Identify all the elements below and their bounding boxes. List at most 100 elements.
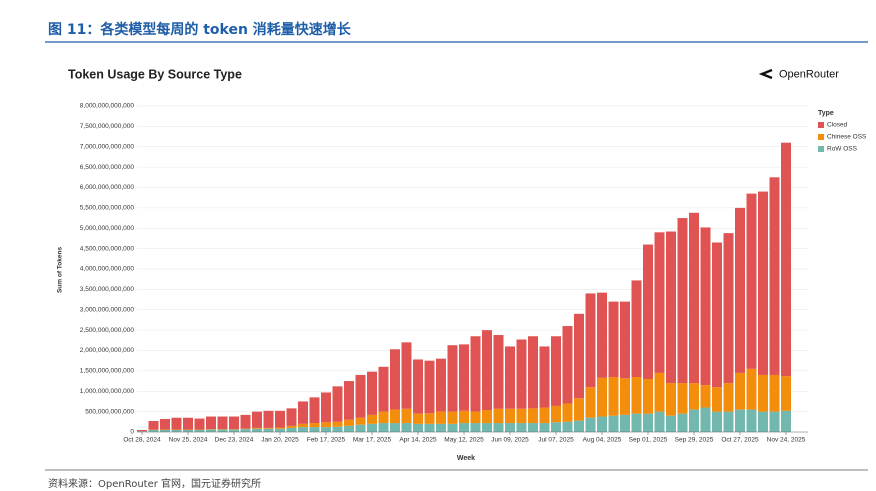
bar-segment (528, 423, 538, 432)
bar-segment (689, 383, 699, 410)
bar-segment (436, 423, 446, 432)
bar-segment (723, 383, 734, 412)
bar-segment (263, 428, 274, 432)
bar-segment (712, 242, 722, 388)
bar-segment (482, 409, 492, 424)
bar-segment (516, 423, 527, 432)
bar-segment (217, 416, 228, 430)
bar-segment (551, 336, 561, 406)
bar-segment (355, 374, 366, 418)
y-tick-label: 4,500,000,000,000 (80, 245, 135, 252)
bar-segment (413, 423, 423, 432)
bar-segment (585, 293, 596, 388)
brand-icon (758, 68, 773, 80)
bar-segment (344, 419, 354, 426)
y-axis-title: Sum of Tokens (57, 247, 64, 293)
bar-segment (240, 429, 251, 432)
bar-segment (286, 408, 297, 426)
bar-segment (574, 420, 584, 432)
bar-segment (654, 411, 665, 432)
y-tick-label: 1,000,000,000,000 (80, 388, 135, 395)
bar-segment (298, 423, 308, 428)
bar-segment (758, 374, 768, 412)
bar-segment (401, 342, 412, 409)
y-tick-label: 7,000,000,000,000 (80, 143, 135, 150)
bar-segment (516, 408, 527, 424)
bar-segment (367, 423, 377, 432)
bar-segment (263, 410, 274, 428)
bar-segment (505, 346, 515, 409)
bar-segment (413, 359, 423, 414)
bar-segment (390, 349, 400, 410)
bar-segment (643, 244, 653, 380)
legend-swatch (818, 146, 824, 152)
bar-segment (758, 411, 768, 432)
x-tick-label: Jul 07, 2025 (538, 437, 574, 444)
bar-segment (183, 429, 193, 432)
bar-segment (286, 425, 297, 428)
y-tick-label: 2,000,000,000,000 (80, 347, 135, 354)
y-tick-label: 2,500,000,000,000 (80, 327, 135, 334)
bar-segment (666, 383, 676, 416)
y-tick-label: 4,000,000,000,000 (80, 266, 135, 273)
chart-title: Token Usage By Source Type (68, 67, 242, 81)
legend-label: RoW OSS (827, 146, 858, 153)
bar-segment (723, 233, 734, 384)
bar-segment (735, 207, 745, 373)
bar-segment (206, 416, 216, 430)
bar-segment (608, 415, 619, 432)
bar-segment (263, 427, 274, 429)
bar-segment (447, 345, 458, 412)
bar-segment (424, 423, 435, 432)
bar-segment (148, 420, 159, 430)
x-tick-label: Jun 09, 2025 (491, 437, 529, 444)
bar-segment (539, 423, 550, 432)
y-tick-label: 5,000,000,000,000 (80, 225, 135, 232)
x-tick-label: Sep 01, 2025 (629, 437, 668, 444)
bar-segment (309, 427, 320, 432)
bar-segment (459, 423, 469, 432)
bar-segment (539, 346, 550, 408)
bar-segment (769, 411, 780, 432)
bar-segment (424, 360, 435, 414)
bar-segment (493, 408, 504, 424)
bar-segment (746, 409, 757, 432)
bar-segment (171, 417, 182, 430)
x-tick-label: Jan 20, 2025 (261, 437, 299, 444)
bar-segment (436, 358, 446, 412)
bar-segment (677, 218, 688, 384)
bar-segment (562, 421, 573, 432)
bar-segment (666, 415, 676, 432)
bar-segment (643, 413, 653, 432)
source-note: 资料来源：OpenRouter 官网，国元证券研究所 (48, 477, 261, 490)
bar-segment (723, 411, 734, 432)
bar-segment (735, 372, 745, 410)
bar-segment (252, 428, 262, 432)
y-tick-label: 500,000,000,000 (85, 408, 134, 415)
bar-segment (482, 423, 492, 432)
legend-label: Chinese OSS (827, 134, 867, 141)
bar-segment (769, 374, 780, 412)
bar-segment (781, 142, 791, 377)
bar-segment (700, 385, 711, 408)
bar-segment (746, 193, 757, 369)
bar-segment (620, 414, 630, 432)
y-tick-label: 0 (130, 429, 134, 436)
bar-segment (390, 423, 400, 432)
bar-segment (585, 417, 596, 432)
bar-segment (539, 407, 550, 424)
x-tick-label: Mar 17, 2025 (353, 437, 392, 444)
x-tick-label: Nov 25, 2024 (169, 437, 208, 444)
figure-caption: 图 11：各类模型每周的 token 消耗量快速增长 (48, 21, 352, 38)
bar-segment (689, 212, 699, 384)
bar-segment (620, 301, 630, 379)
x-tick-label: May 12, 2025 (444, 437, 484, 444)
x-tick-label: Dec 23, 2024 (215, 437, 254, 444)
bar-segment (148, 429, 159, 432)
bar-segment (332, 426, 343, 432)
bar-segment (505, 423, 515, 432)
bar-segment (712, 387, 722, 412)
bar-segment (401, 423, 412, 432)
bar-segment (781, 376, 791, 411)
